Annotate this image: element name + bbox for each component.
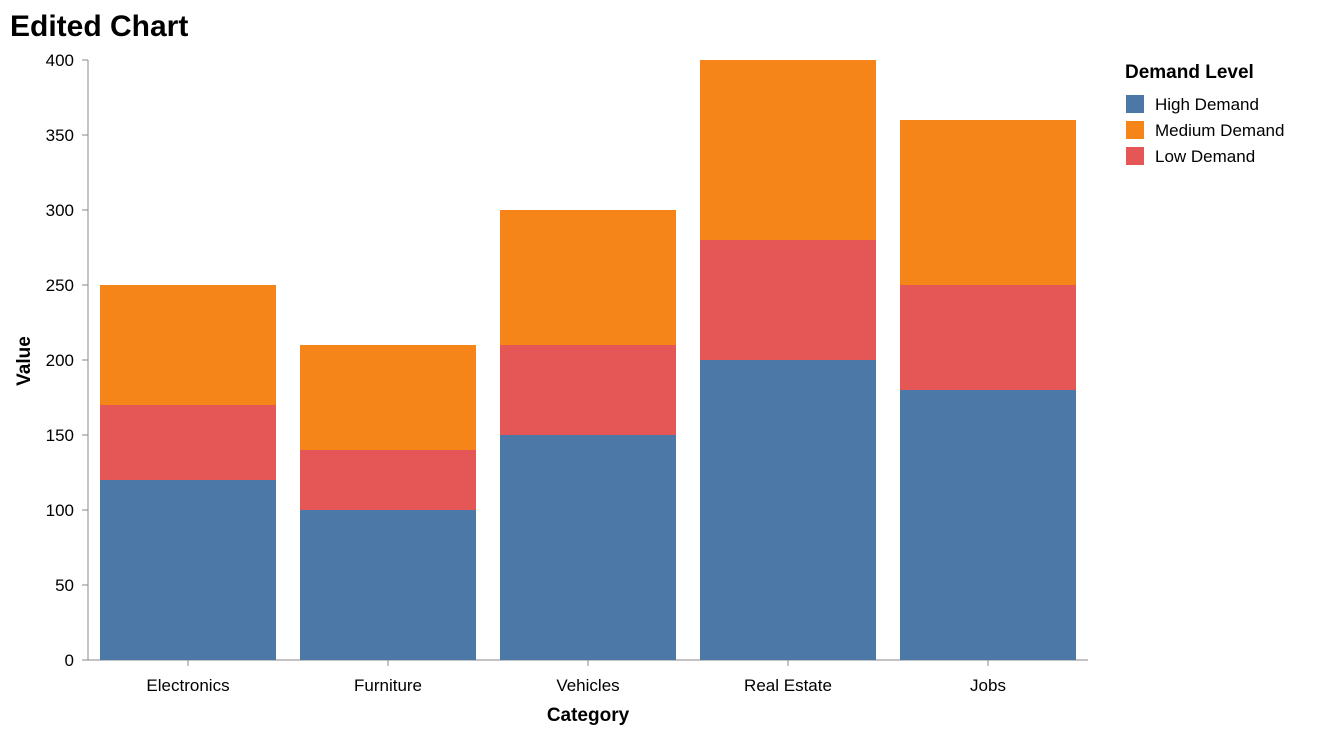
- bar-low-demand: [300, 450, 476, 510]
- y-tick-label: 0: [65, 651, 74, 670]
- y-tick-label: 150: [46, 426, 74, 445]
- legend-title: Demand Level: [1125, 62, 1254, 83]
- y-axis-title: Value: [14, 336, 35, 386]
- bar-high-demand: [300, 510, 476, 660]
- bar-medium-demand: [500, 210, 676, 345]
- x-axis-title: Category: [547, 705, 630, 726]
- x-tick-label: Electronics: [146, 676, 229, 695]
- legend-swatch: [1126, 121, 1144, 139]
- legend: Demand Level High Demand Medium Demand Low…: [1125, 62, 1284, 166]
- bar-medium-demand: [900, 120, 1076, 285]
- bar-high-demand: [100, 480, 276, 660]
- y-tick-label: 100: [46, 501, 74, 520]
- legend-swatch: [1126, 147, 1144, 165]
- x-tick-label: Vehicles: [556, 676, 619, 695]
- y-axis: 0 50 100 150 200 250 300 350 400: [46, 51, 89, 670]
- bar-low-demand: [100, 405, 276, 480]
- x-tick-label: Furniture: [354, 676, 422, 695]
- chart-title: Edited Chart: [10, 10, 188, 43]
- legend-label: Medium Demand: [1155, 121, 1284, 140]
- bar-high-demand: [500, 435, 676, 660]
- bar-low-demand: [500, 345, 676, 435]
- y-tick-label: 250: [46, 276, 74, 295]
- y-tick-label: 400: [46, 51, 74, 70]
- y-tick-label: 50: [55, 576, 74, 595]
- y-tick-label: 350: [46, 126, 74, 145]
- legend-swatch: [1126, 95, 1144, 113]
- y-tick-label: 200: [46, 351, 74, 370]
- x-tick-label: Jobs: [970, 676, 1006, 695]
- bar-medium-demand: [300, 345, 476, 450]
- bars: [100, 60, 1076, 660]
- bar-high-demand: [700, 360, 876, 660]
- bar-high-demand: [900, 390, 1076, 660]
- legend-label: High Demand: [1155, 95, 1259, 114]
- bar-medium-demand: [100, 285, 276, 405]
- y-tick-label: 300: [46, 201, 74, 220]
- x-tick-label: Real Estate: [744, 676, 832, 695]
- x-axis: Electronics Furniture Vehicles Real Estate J…: [88, 659, 1088, 695]
- bar-low-demand: [900, 285, 1076, 390]
- bar-medium-demand: [700, 60, 876, 240]
- bar-low-demand: [700, 240, 876, 360]
- legend-label: Low Demand: [1155, 147, 1255, 166]
